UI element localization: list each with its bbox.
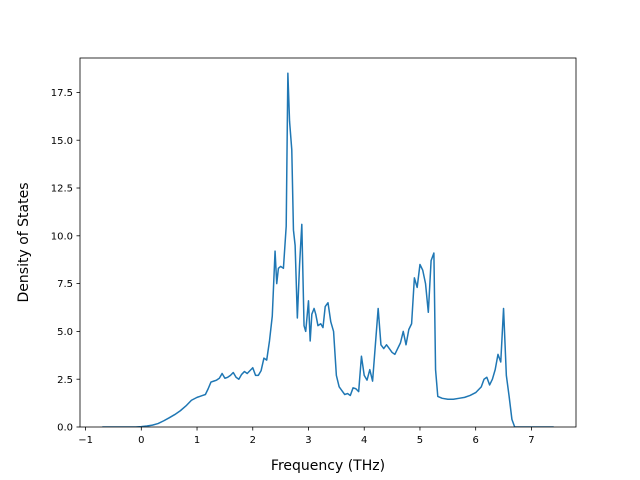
x-tick-label: 4 [361,435,367,446]
x-tick-label: 1 [194,435,200,446]
x-tick-label: 6 [472,435,478,446]
y-tick-label: 5.0 [57,327,73,338]
y-tick-label: 10.0 [51,231,73,242]
y-tick-label: 0.0 [57,423,73,434]
plot-area [102,72,554,427]
x-tick-label: 3 [305,435,311,446]
y-tick-label: 12.5 [51,184,73,195]
x-tick-label: −1 [78,435,93,446]
y-tick-label: 7.5 [57,279,73,290]
y-tick-label: 17.5 [51,88,73,99]
x-tick-label: 2 [250,435,256,446]
series-line-0 [102,72,554,427]
y-axis-ticks: 0.0 2.5 5.0 7.5 10.0 12.5 15.0 17.5 [51,88,80,434]
x-tick-label: 0 [138,435,144,446]
x-tick-label: 7 [528,435,534,446]
x-axis-ticks: −1 0 1 2 3 4 5 6 7 [78,427,535,446]
y-tick-label: 2.5 [57,375,73,386]
x-tick-label: 5 [417,435,423,446]
axes-frame [79,57,577,428]
x-axis-label: Frequency (THz) [271,458,385,474]
y-tick-label: 15.0 [51,136,73,147]
y-axis-label: Density of States [16,183,32,303]
